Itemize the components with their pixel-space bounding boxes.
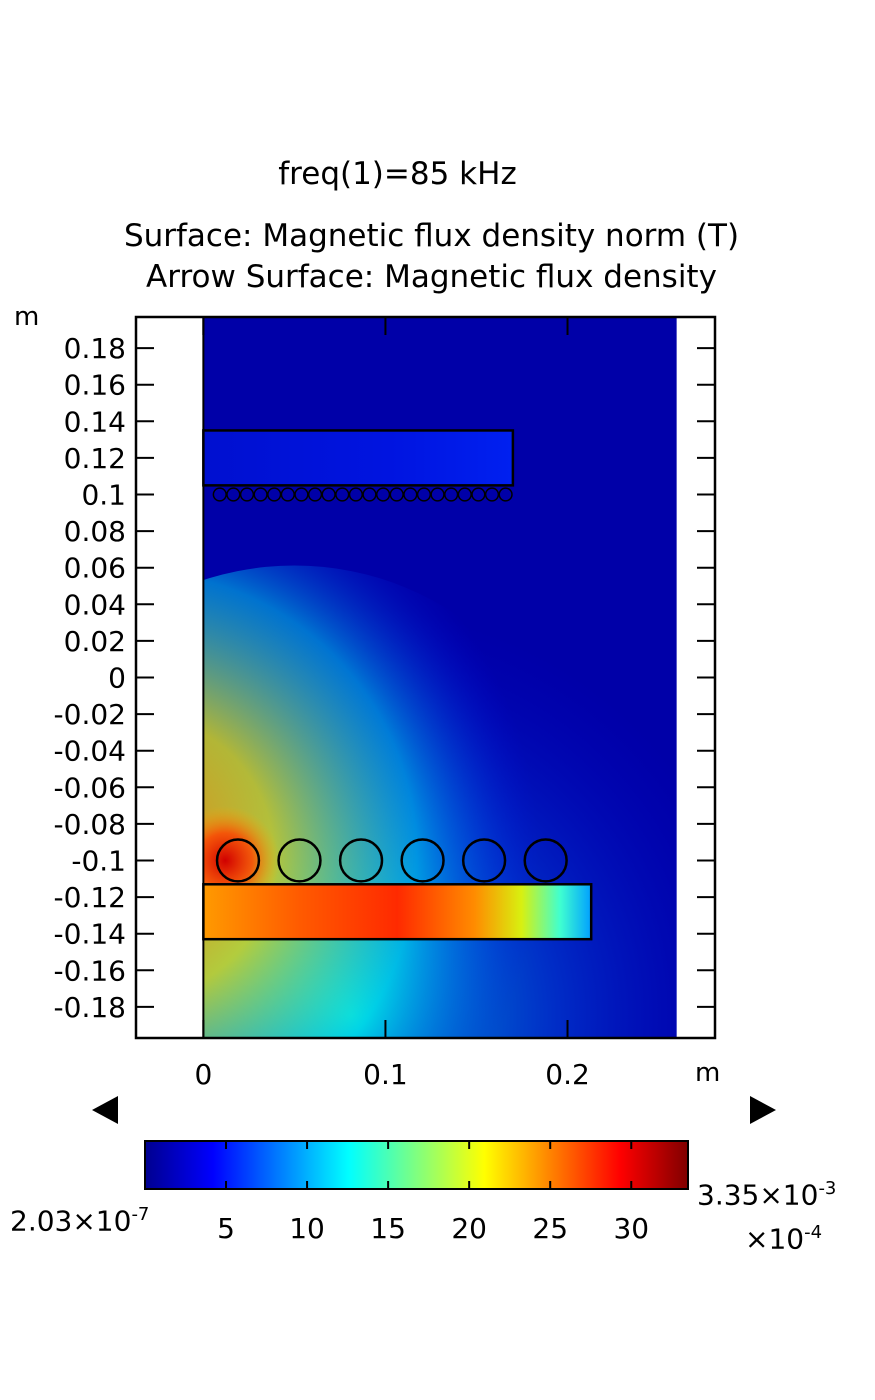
geometry-outline — [202, 317, 593, 1038]
y-tick-label: 0 — [108, 662, 126, 695]
bottom-coil-turn — [338, 838, 384, 883]
top-coil-turn — [348, 487, 364, 502]
colorbar-max-label: 3.35×10-3 — [697, 1178, 836, 1211]
y-tick-label: 0.08 — [64, 515, 126, 548]
y-tick-label: -0.08 — [54, 808, 126, 841]
y-tick-label: -0.18 — [54, 991, 126, 1024]
y-tick-label: 0.12 — [64, 442, 126, 475]
y-tick-label: -0.16 — [54, 954, 126, 987]
top-coil-turn — [484, 487, 500, 502]
y-tick-label: 0.14 — [64, 405, 126, 438]
top-coil-turn — [226, 487, 241, 502]
top-coil-turn — [375, 487, 391, 502]
bottom-ferrite-plate — [202, 883, 593, 941]
top-coil-turn — [280, 487, 295, 502]
colorbar-tick-label: 5 — [217, 1212, 235, 1245]
colorbar-min-exponent: -7 — [131, 1204, 150, 1225]
scroll-left-arrow[interactable] — [92, 1096, 118, 1124]
scroll-right-arrow[interactable] — [750, 1096, 776, 1124]
top-coil-turn — [498, 487, 513, 502]
top-coil-turn — [212, 487, 227, 502]
top-coil-turn — [267, 487, 282, 502]
top-coil-turn — [416, 487, 432, 502]
bottom-coil-turn — [400, 838, 445, 883]
top-coil-turn — [321, 487, 336, 502]
y-tick-label: -0.14 — [54, 918, 126, 951]
x-tick-label: 0.2 — [545, 1058, 590, 1091]
y-axis-label: m — [14, 302, 40, 332]
colorbar-multiplier: ×10-4 — [745, 1222, 822, 1255]
top-coil-turn — [457, 487, 472, 502]
y-tick-label: 0.04 — [64, 588, 126, 621]
top-coil-turn — [294, 487, 309, 502]
colorbar-tick-label: 25 — [532, 1212, 568, 1245]
y-tick-label: -0.1 — [71, 844, 126, 877]
colorbar-ticks: 5 10 15 20 25 30 — [217, 1141, 649, 1245]
y-tick-label: 0.1 — [81, 479, 126, 512]
x-tick-label: 0 — [194, 1058, 212, 1091]
y-tick-label: 0.16 — [64, 369, 126, 402]
x-axis-label: m — [695, 1058, 721, 1088]
colorbar-tick-label: 15 — [370, 1212, 406, 1245]
top-coil-turn — [471, 487, 486, 502]
bottom-coil-turn — [523, 838, 568, 883]
bottom-coil-turn — [215, 838, 261, 883]
parameter-line: freq(1)=85 kHz — [278, 156, 517, 192]
colorbar-multiplier-text: ×10 — [745, 1222, 805, 1256]
top-coil-turn — [307, 487, 323, 502]
colorbar-max-text: 3.35×10 — [697, 1178, 819, 1212]
x-tick-label: 0.1 — [363, 1058, 408, 1091]
y-tick-label: -0.12 — [54, 881, 126, 914]
colorbar — [144, 1140, 689, 1190]
y-tick-label: -0.04 — [54, 735, 126, 768]
top-coil-turn — [444, 487, 459, 502]
top-coil-turn — [403, 487, 418, 502]
top-coil-turn — [389, 487, 404, 502]
top-coil-turn — [430, 487, 445, 502]
colorbar-min-label: 2.03×10-7 — [10, 1204, 149, 1237]
axis-ticks: 0.180.160.140.120.10.080.060.040.020-0.0… — [54, 317, 715, 1091]
y-tick-label: 0.02 — [64, 625, 126, 658]
top-coil-turn — [335, 487, 350, 502]
plot-title: Surface: Magnetic flux density norm (T) — [123, 218, 740, 254]
y-tick-label: 0.18 — [64, 332, 126, 365]
top-coil-turn — [362, 487, 377, 502]
y-tick-label: 0.06 — [64, 552, 126, 585]
colorbar-tick-label: 10 — [289, 1212, 325, 1245]
colorbar-max-exponent: -3 — [818, 1178, 837, 1199]
top-coil-turn — [253, 487, 268, 502]
plot-subtitle: Arrow Surface: Magnetic flux density — [146, 259, 717, 295]
colorbar-tick-label: 30 — [613, 1212, 649, 1245]
bottom-coil-turn — [461, 838, 507, 883]
colorbar-min-text: 2.03×10 — [10, 1204, 132, 1238]
y-tick-label: -0.02 — [54, 698, 126, 731]
colorbar-multiplier-exponent: -4 — [804, 1222, 823, 1243]
bottom-coil-turn — [277, 838, 322, 883]
top-ferrite-plate — [202, 429, 515, 487]
colorbar-tick-label: 20 — [451, 1212, 487, 1245]
y-tick-label: -0.06 — [54, 771, 126, 804]
top-coil-turn — [239, 487, 255, 502]
